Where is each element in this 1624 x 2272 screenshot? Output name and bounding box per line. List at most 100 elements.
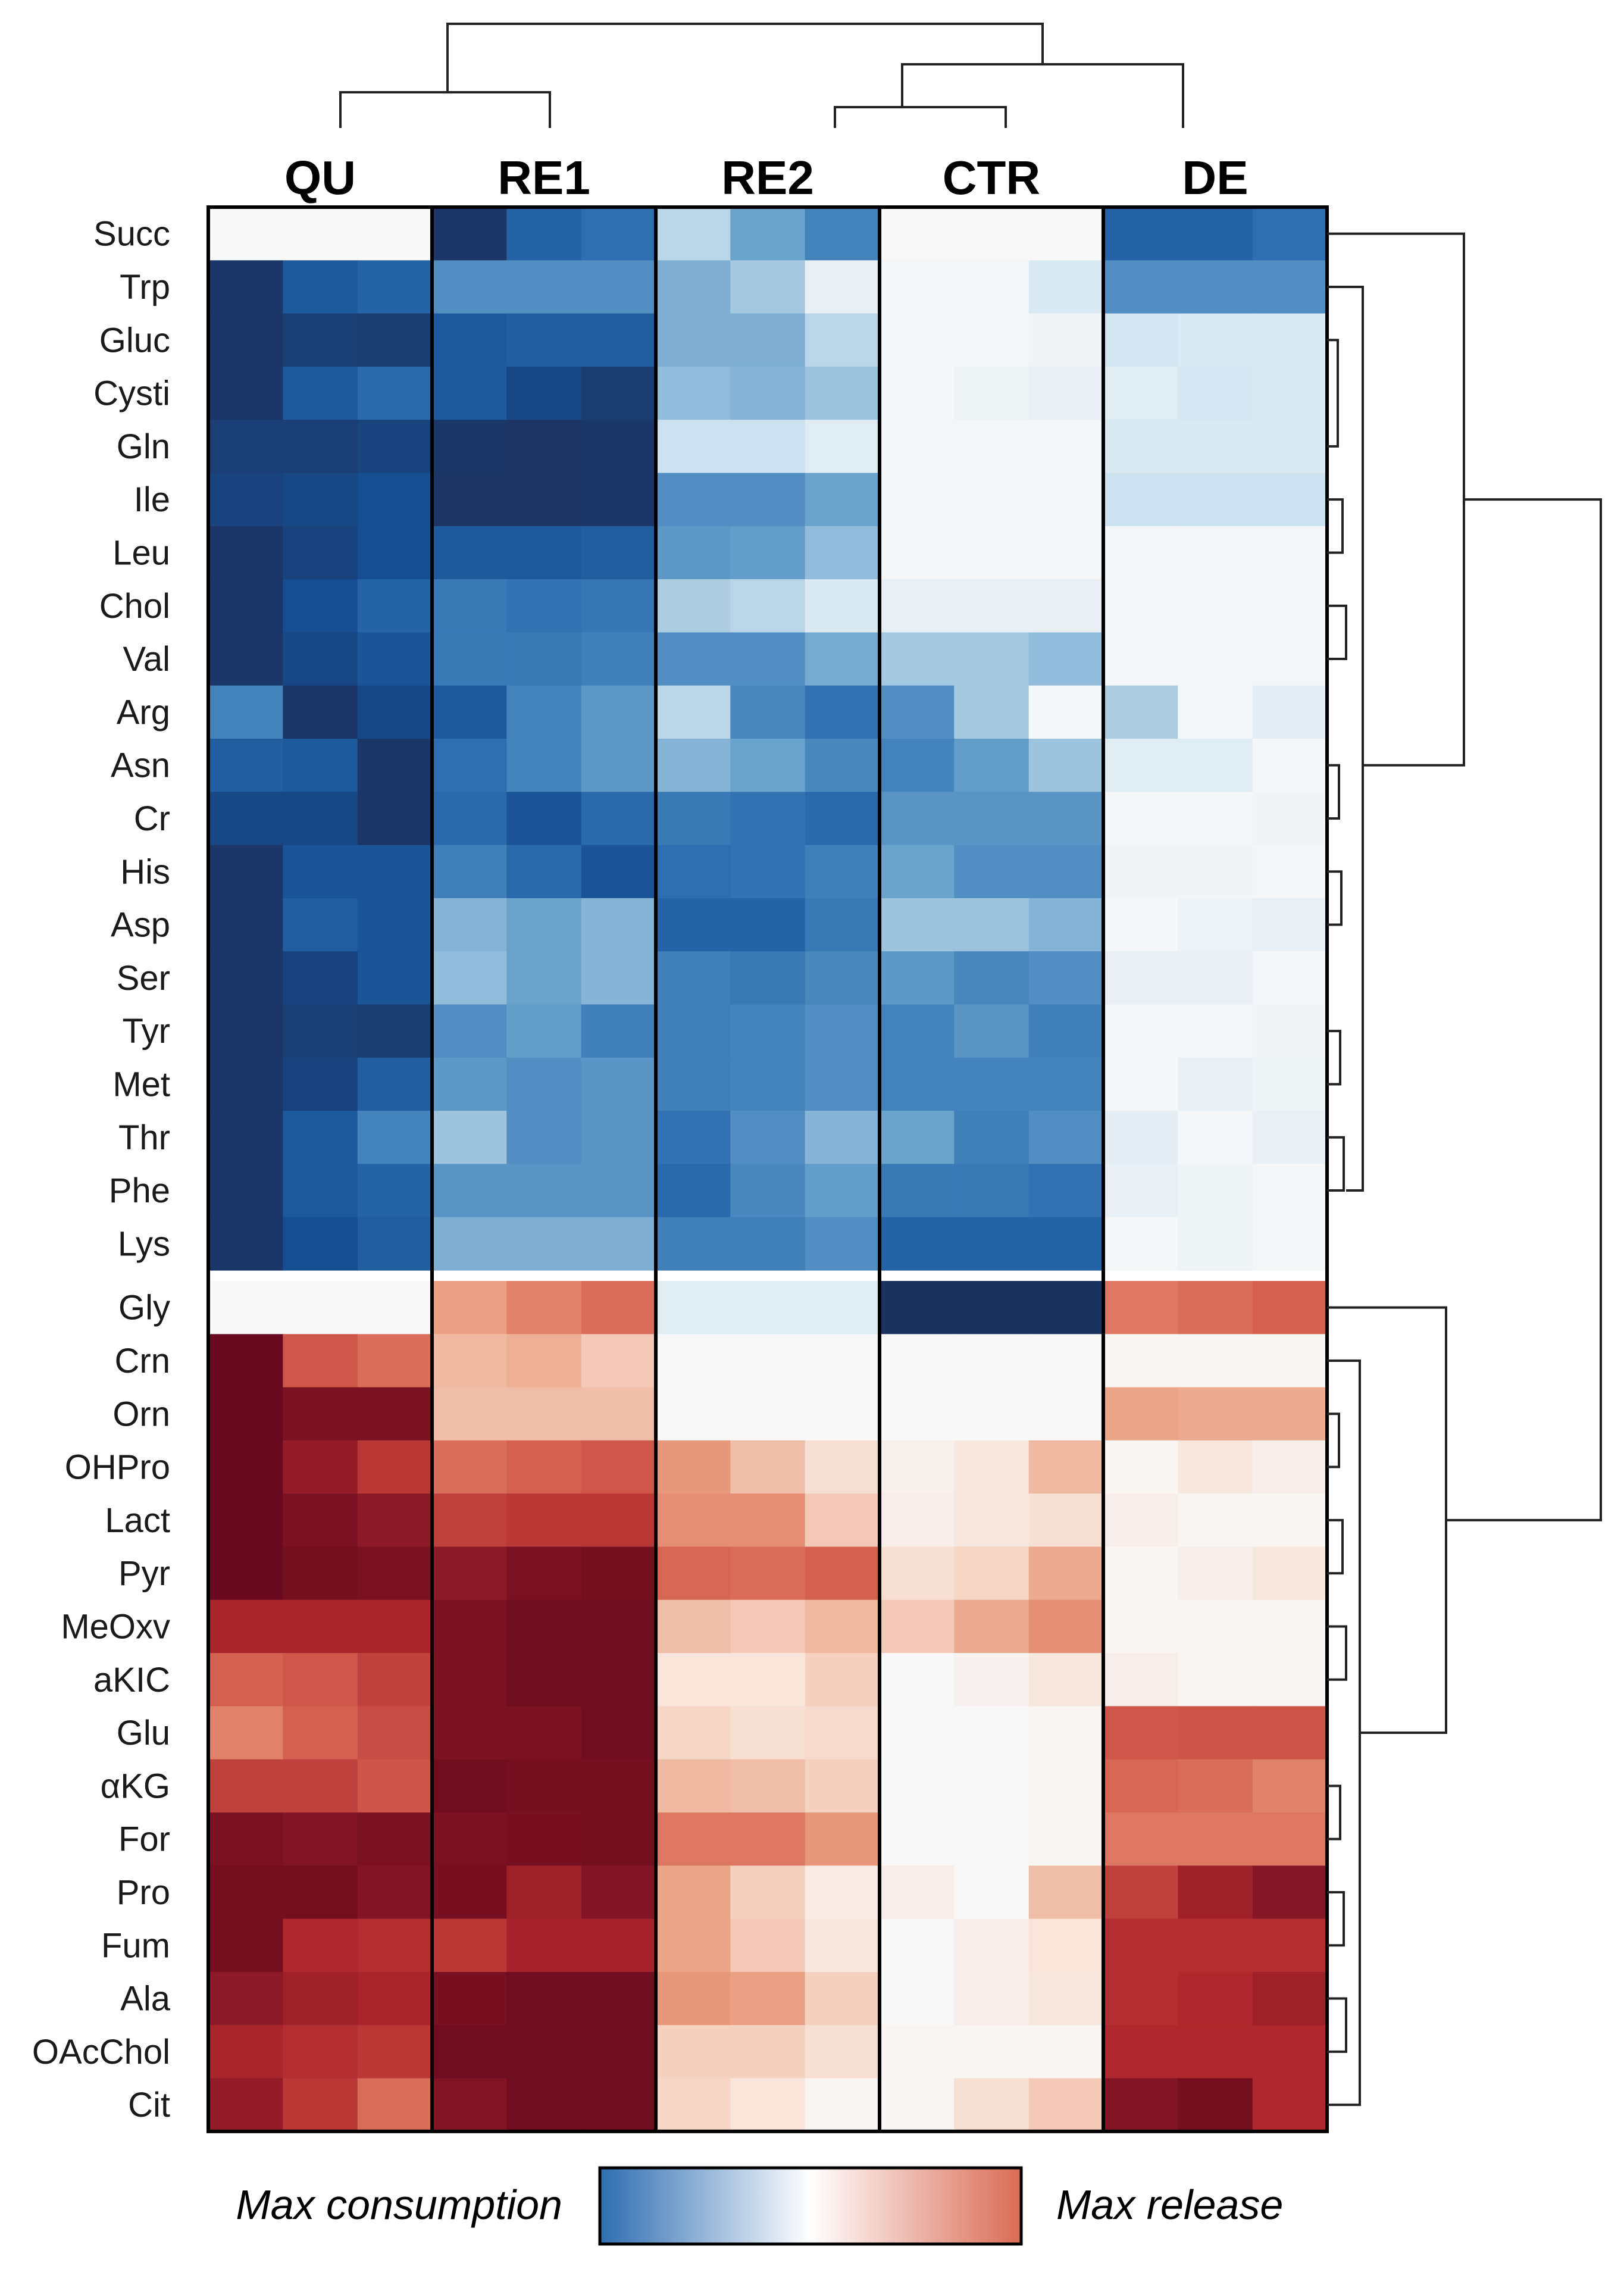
heatmap-cell-Phe-RE2-1 [656,1164,731,1218]
heatmap-cell-Fum-CTR-1 [880,1918,955,1973]
heatmap-cell-Ile-CTR-3 [1028,473,1104,527]
heatmap-cell-Thr-QU-1 [208,1111,283,1164]
heatmap-cell-OAcChol-DE-3 [1252,2025,1328,2079]
heatmap-cell-Thr-DE-3 [1252,1111,1328,1164]
heatmap-cell-For-RE1-1 [432,1812,507,1866]
heatmap-cell-Lys-QU-2 [283,1217,358,1271]
heatmap-cell-Cit-QU-2 [283,2078,358,2132]
heatmap-cell-Orn-QU-2 [283,1387,358,1441]
heatmap-cell-Gln-RE1-3 [581,420,656,474]
heatmap-cell-Asp-DE-1 [1103,898,1178,952]
heatmap-cell-His-DE-2 [1178,845,1253,899]
heatmap-cell-Asn-QU-3 [357,739,433,792]
heatmap-cell-Cysti-CTR-3 [1028,366,1104,420]
heatmap-cell-OHPro-CTR-3 [1028,1440,1104,1494]
heatmap-cell-Ile-DE-2 [1178,473,1253,527]
heatmap-cell-MeOxv-RE2-1 [656,1599,731,1654]
heatmap-cell-Tyr-RE2-3 [805,1004,880,1058]
heatmap-cell-OAcChol-RE2-1 [656,2025,731,2079]
heatmap-cell-Fum-QU-1 [208,1918,283,1973]
row-label-Arg: Arg [117,693,170,732]
heatmap-cell-Asp-RE2-3 [805,898,880,952]
heatmap-cell-For-RE1-2 [506,1812,582,1866]
row-label-Thr: Thr [118,1118,170,1157]
heatmap-cell-Cit-CTR-2 [954,2078,1030,2132]
heatmap-cell-Glu-RE1-1 [432,1706,507,1760]
heatmap-cell-Succ-RE1-2 [506,207,582,261]
heatmap-cell-Gln-DE-3 [1252,420,1328,474]
heatmap-cell-OHPro-QU-2 [283,1440,358,1494]
heatmap-cell-αKG-RE1-3 [581,1759,656,1813]
heatmap-cell-Met-RE1-1 [432,1057,507,1111]
heatmap-cell-Trp-QU-2 [283,260,358,314]
heatmap-cell-Trp-RE2-2 [730,260,806,314]
heatmap-cell-Leu-QU-3 [357,526,433,580]
heatmap-cell-Cysti-CTR-1 [880,366,955,420]
heatmap-cell-Gluc-DE-2 [1178,313,1253,367]
heatmap-cell-Crn-RE2-1 [656,1334,731,1388]
heatmap-cell-Cit-RE1-1 [432,2078,507,2132]
heatmap-cell-Glu-RE1-2 [506,1706,582,1760]
heatmap-cell-Cit-DE-3 [1252,2078,1328,2132]
heatmap-cell-Pyr-QU-2 [283,1546,358,1601]
heatmap-cell-Gly-QU-3 [357,1281,433,1335]
heatmap-cell-Pro-RE1-2 [506,1865,582,1920]
heatmap-cell-His-QU-2 [283,845,358,899]
heatmap-cell-Lys-CTR-2 [954,1217,1030,1271]
heatmap-cell-OHPro-CTR-2 [954,1440,1030,1494]
heatmap-cell-Crn-RE1-2 [506,1334,582,1388]
heatmap-cell-Met-RE1-2 [506,1057,582,1111]
heatmap-cell-Chol-QU-1 [208,579,283,633]
heatmap-cell-Leu-CTR-1 [880,526,955,580]
heatmap-cell-Gly-RE1-3 [581,1281,656,1335]
heatmap-cell-Cr-QU-2 [283,792,358,846]
heatmap-cell-Orn-QU-1 [208,1387,283,1441]
heatmap-cell-Arg-RE1-3 [581,685,656,739]
heatmap-cell-Ala-QU-2 [283,1971,358,2026]
heatmap-cell-Pro-QU-3 [357,1865,433,1920]
heatmap-cell-Tyr-CTR-2 [954,1004,1030,1058]
heatmap-cell-Glu-QU-2 [283,1706,358,1760]
heatmap-cell-Arg-DE-3 [1252,685,1328,739]
heatmap-cell-Cysti-RE2-2 [730,366,806,420]
heatmap-cell-Phe-RE1-3 [581,1164,656,1218]
heatmap-cell-Arg-DE-1 [1103,685,1178,739]
heatmap-cell-aKIC-RE1-3 [581,1653,656,1707]
heatmap-cell-His-RE1-2 [506,845,582,899]
heatmap-cell-Ile-RE1-1 [432,473,507,527]
heatmap-cell-Phe-RE1-2 [506,1164,582,1218]
heatmap-cell-Gly-QU-2 [283,1281,358,1335]
heatmap-cell-Thr-DE-2 [1178,1111,1253,1164]
heatmap-cell-Thr-DE-1 [1103,1111,1178,1164]
heatmap-cell-Gluc-RE2-2 [730,313,806,367]
heatmap-cell-Leu-CTR-2 [954,526,1030,580]
heatmap-cell-Pro-CTR-3 [1028,1865,1104,1920]
heatmap-cell-Met-RE1-3 [581,1057,656,1111]
heatmap-cell-MeOxv-QU-1 [208,1599,283,1654]
heatmap-cell-Phe-DE-1 [1103,1164,1178,1218]
heatmap-cell-αKG-RE1-1 [432,1759,507,1813]
heatmap-cell-Lys-DE-1 [1103,1217,1178,1271]
heatmap-cell-αKG-CTR-3 [1028,1759,1104,1813]
heatmap-cell-Leu-DE-2 [1178,526,1253,580]
heatmap-cell-aKIC-DE-2 [1178,1653,1253,1707]
heatmap-cell-MeOxv-RE1-2 [506,1599,582,1654]
heatmap-cell-Met-CTR-3 [1028,1057,1104,1111]
row-label-Gln: Gln [117,427,170,466]
heatmap-cell-Met-DE-1 [1103,1057,1178,1111]
heatmap-cell-Gluc-RE1-2 [506,313,582,367]
dendrogram-branch [834,106,1007,128]
heatmap-cell-Val-QU-2 [283,632,358,686]
heatmap-cell-Asp-RE1-1 [432,898,507,952]
heatmap-cell-Met-RE2-1 [656,1057,731,1111]
heatmap-cell-Cr-RE2-3 [805,792,880,846]
heatmap-cell-Gly-RE1-2 [506,1281,582,1335]
row-label-Succ: Succ [93,215,170,254]
heatmap-cell-Ala-RE1-1 [432,1971,507,2026]
heatmap-cell-Ser-RE2-3 [805,951,880,1005]
heatmap-cell-Ser-RE1-2 [506,951,582,1005]
heatmap-cell-Chol-CTR-2 [954,579,1030,633]
heatmap-cell-For-QU-1 [208,1812,283,1866]
heatmap-cell-Gln-RE2-2 [730,420,806,474]
heatmap-cell-Lact-RE2-3 [805,1493,880,1548]
